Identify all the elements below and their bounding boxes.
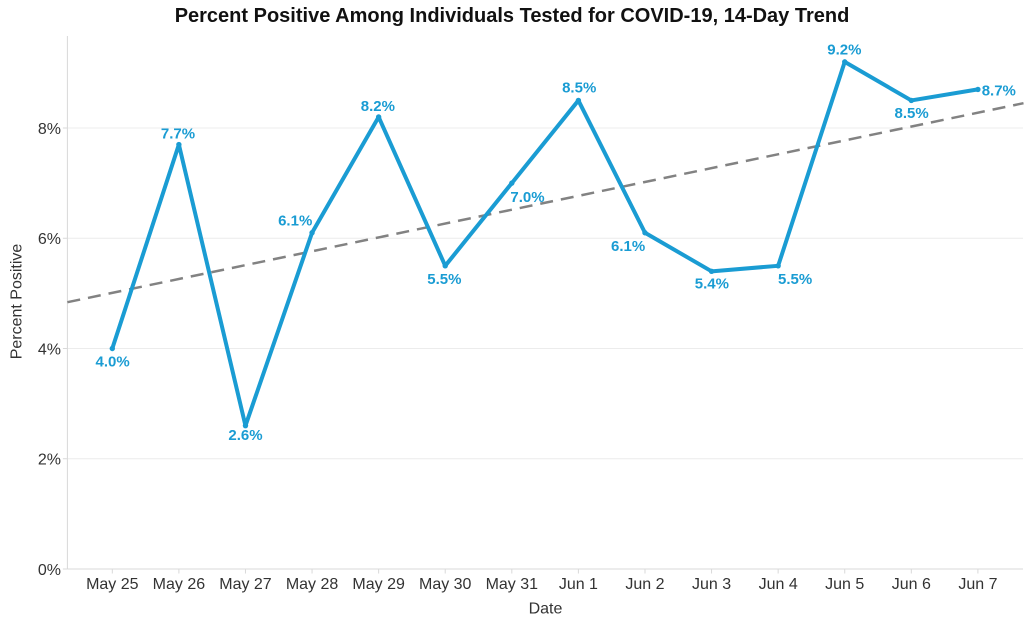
svg-text:5.5%: 5.5% [778, 271, 812, 288]
svg-text:Jun 3: Jun 3 [692, 576, 731, 593]
svg-text:0%: 0% [38, 562, 61, 579]
svg-text:8.2%: 8.2% [361, 98, 395, 115]
svg-text:Date: Date [529, 600, 563, 617]
svg-text:May 28: May 28 [286, 576, 339, 593]
svg-text:8%: 8% [38, 121, 61, 138]
svg-text:2.6%: 2.6% [228, 427, 262, 444]
svg-text:May 25: May 25 [86, 576, 139, 593]
svg-text:7.0%: 7.0% [510, 189, 544, 206]
svg-text:2%: 2% [38, 452, 61, 469]
svg-text:Jun 2: Jun 2 [625, 576, 664, 593]
svg-text:8.5%: 8.5% [894, 105, 928, 122]
svg-text:Percent Positive Among Individ: Percent Positive Among Individuals Teste… [175, 5, 850, 27]
svg-text:Percent Positive: Percent Positive [8, 244, 25, 360]
svg-text:May 31: May 31 [486, 576, 539, 593]
svg-text:6.1%: 6.1% [278, 212, 312, 229]
svg-text:5.4%: 5.4% [695, 275, 729, 292]
svg-text:Jun 5: Jun 5 [825, 576, 864, 593]
svg-text:Jun 1: Jun 1 [559, 576, 598, 593]
svg-text:4.0%: 4.0% [95, 353, 129, 370]
svg-text:9.2%: 9.2% [827, 42, 861, 59]
svg-text:May 29: May 29 [352, 576, 405, 593]
svg-text:Jun 6: Jun 6 [892, 576, 931, 593]
svg-text:8.7%: 8.7% [982, 83, 1016, 100]
svg-text:Jun 4: Jun 4 [759, 576, 798, 593]
svg-text:6%: 6% [38, 231, 61, 248]
svg-text:4%: 4% [38, 341, 61, 358]
svg-text:5.5%: 5.5% [427, 271, 461, 288]
svg-text:Jun 7: Jun 7 [958, 576, 997, 593]
svg-text:6.1%: 6.1% [611, 238, 645, 255]
svg-text:8.5%: 8.5% [562, 80, 596, 97]
svg-text:7.7%: 7.7% [161, 126, 195, 143]
svg-text:May 27: May 27 [219, 576, 272, 593]
svg-text:May 26: May 26 [153, 576, 206, 593]
svg-text:May 30: May 30 [419, 576, 472, 593]
